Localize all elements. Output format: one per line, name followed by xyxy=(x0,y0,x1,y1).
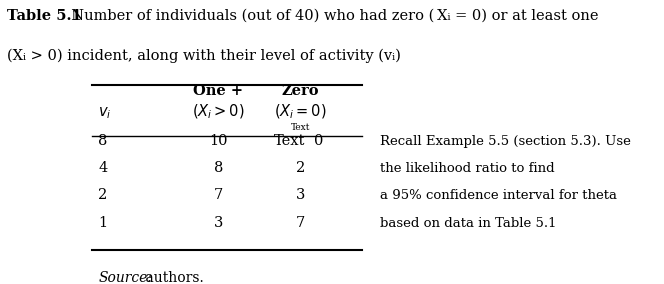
Text: Source:: Source: xyxy=(98,271,152,284)
Text: 8: 8 xyxy=(214,161,223,175)
Text: a 95% confidence interval for theta: a 95% confidence interval for theta xyxy=(380,189,617,202)
Text: 10: 10 xyxy=(209,133,228,148)
Text: 8: 8 xyxy=(98,133,108,148)
Text: One +: One + xyxy=(193,84,243,98)
Text: 0: 0 xyxy=(315,133,324,148)
Text: 1: 1 xyxy=(98,216,108,229)
Text: Text: Text xyxy=(291,123,310,132)
Text: Text: Text xyxy=(274,133,305,148)
Text: Recall Example 5.5 (section 5.3). Use: Recall Example 5.5 (section 5.3). Use xyxy=(380,135,630,148)
Text: $(X_i = 0)$: $(X_i = 0)$ xyxy=(274,103,327,122)
Text: $v_i$: $v_i$ xyxy=(98,106,112,122)
Text: 7: 7 xyxy=(295,216,305,229)
Text: $(X_i > 0)$: $(X_i > 0)$ xyxy=(192,103,244,122)
Text: 3: 3 xyxy=(214,216,223,229)
Text: 2: 2 xyxy=(295,161,305,175)
Text: (Xᵢ > 0) incident, along with their level of activity (vᵢ): (Xᵢ > 0) incident, along with their leve… xyxy=(7,49,401,63)
Text: Number of individuals (out of 40) who had zero ( Xᵢ = 0) or at least one: Number of individuals (out of 40) who ha… xyxy=(62,9,598,22)
Text: based on data in Table 5.1: based on data in Table 5.1 xyxy=(380,217,556,229)
Text: 3: 3 xyxy=(295,188,305,202)
Text: the likelihood ratio to find: the likelihood ratio to find xyxy=(380,162,554,175)
Text: 2: 2 xyxy=(98,188,108,202)
Text: Table 5.1: Table 5.1 xyxy=(7,9,82,22)
Text: authors.: authors. xyxy=(141,271,204,284)
Text: 7: 7 xyxy=(214,188,223,202)
Text: Zero: Zero xyxy=(282,84,319,98)
Text: 4: 4 xyxy=(98,161,108,175)
